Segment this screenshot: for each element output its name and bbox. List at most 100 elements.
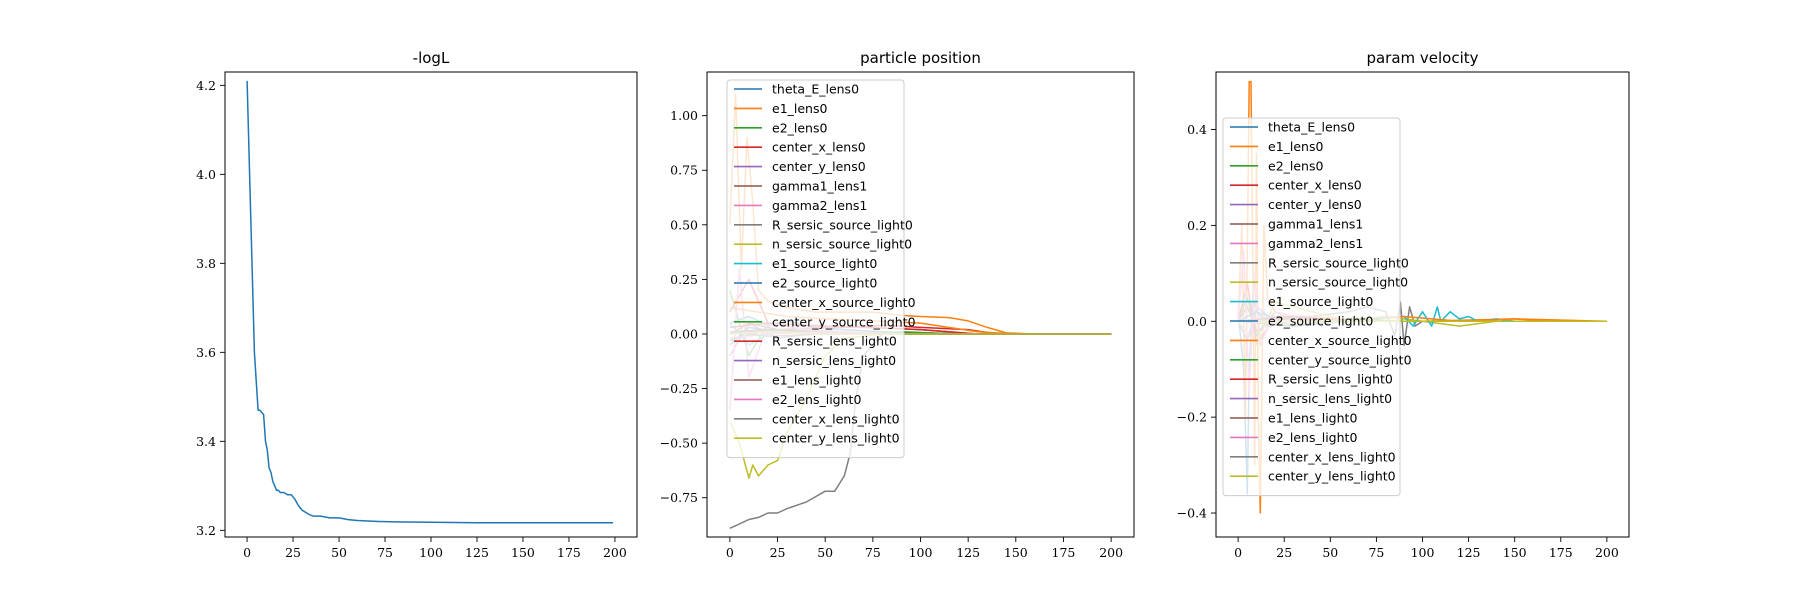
legend-box — [726, 79, 905, 459]
legend-label: center_x_lens0 — [1268, 178, 1362, 193]
x-tick-label: 75 — [865, 545, 881, 560]
legend-label: e2_lens_light0 — [772, 392, 861, 407]
x-tick-label: 150 — [511, 545, 535, 560]
y-tick-label: 0.00 — [670, 326, 698, 341]
legend-label: center_y_source_light0 — [772, 314, 916, 329]
y-tick-label: 0.0 — [1187, 314, 1207, 329]
series-group — [246, 80, 614, 524]
legend-label: gamma1_lens1 — [772, 179, 867, 194]
legend-label: center_x_source_light0 — [1268, 333, 1412, 348]
legend-label: n_sersic_lens_light0 — [772, 353, 896, 368]
chart-title: particle position — [860, 49, 981, 67]
legend-label: gamma2_lens1 — [772, 198, 867, 213]
legend-box — [1222, 117, 1401, 497]
legend-label: R_sersic_lens_light0 — [1268, 372, 1393, 387]
legend-label: center_x_lens_light0 — [1268, 449, 1396, 464]
x-tick-label: 50 — [817, 545, 833, 560]
x-tick-label: 125 — [465, 545, 489, 560]
legend: theta_E_lens0 e1_lens0 e2_lens0 center_x_le… — [726, 79, 916, 459]
x-tick-label: 150 — [1004, 545, 1028, 560]
legend-label: e1_lens0 — [772, 101, 827, 116]
y-tick-label: 0.75 — [670, 163, 698, 178]
legend-label: n_sersic_lens_light0 — [1268, 391, 1392, 406]
x-tick-label: 75 — [1368, 545, 1384, 560]
y-tick-label: 0.50 — [670, 217, 698, 232]
legend-label: n_sersic_source_light0 — [1268, 275, 1408, 290]
legend-label: center_x_source_light0 — [772, 295, 916, 310]
legend-label: center_y_lens0 — [1268, 197, 1362, 212]
legend-label: gamma1_lens1 — [1268, 217, 1363, 232]
x-tick-label: 125 — [956, 545, 980, 560]
legend-label: e2_lens0 — [772, 120, 827, 135]
legend-label: n_sersic_source_light0 — [772, 237, 912, 252]
plot-frame — [224, 71, 638, 538]
legend-label: e1_source_light0 — [772, 256, 877, 271]
y-tick-label: 3.8 — [196, 256, 216, 271]
legend-label: center_y_lens_light0 — [1268, 469, 1396, 484]
legend-label: e2_lens0 — [1268, 158, 1323, 173]
plot-frame — [1215, 71, 1630, 538]
particle-position-panel: particle position 0 25 50 75 100 125 150 175 200 −… — [660, 49, 1135, 560]
legend-label: center_y_lens_light0 — [772, 431, 900, 446]
legend-label: theta_E_lens0 — [1268, 120, 1355, 135]
x-tick-label: 150 — [1503, 545, 1527, 560]
legend-label: e1_lens_light0 — [1268, 411, 1357, 426]
x-tick-label: 100 — [419, 545, 443, 560]
x-tick-label: 0 — [243, 545, 251, 560]
chart-title: -logL — [413, 49, 450, 67]
x-tick-label: 100 — [1411, 545, 1435, 560]
legend-label: center_x_lens_light0 — [772, 411, 900, 426]
x-tick-label: 175 — [1549, 545, 1573, 560]
y-tick-label: 1.00 — [670, 108, 698, 123]
legend: theta_E_lens0 e1_lens0 e2_lens0 center_x_le… — [1222, 117, 1412, 497]
legend-label: R_sersic_source_light0 — [1268, 255, 1409, 270]
y-tick-label: 4.2 — [196, 78, 216, 93]
legend-label: e2_source_light0 — [1268, 314, 1373, 329]
legend-label: R_sersic_source_light0 — [772, 217, 913, 232]
legend-label: e1_lens0 — [1268, 139, 1323, 154]
legend-label: R_sersic_lens_light0 — [772, 334, 897, 349]
x-tick-label: 75 — [377, 545, 393, 560]
x-tick-label: 50 — [1322, 545, 1338, 560]
y-tick-label: −0.25 — [660, 381, 698, 396]
x-tick-label: 25 — [285, 545, 301, 560]
legend-label: center_y_lens0 — [772, 159, 866, 174]
x-tick-label: 175 — [1052, 545, 1076, 560]
x-tick-label: 125 — [1457, 545, 1481, 560]
param-velocity-panel: param velocity 0 25 50 75 100 125 150 175 200 −0.4… — [1177, 49, 1630, 560]
y-tick-label: 3.2 — [196, 523, 216, 538]
y-tick-label: −0.75 — [660, 490, 698, 505]
x-tick-label: 25 — [770, 545, 786, 560]
x-tick-label: 0 — [726, 545, 734, 560]
legend-label: center_y_source_light0 — [1268, 352, 1412, 367]
logl-panel: -logL 0 25 50 75 100 125 150 175 200 3.2 3.4 3.6 3.8 4… — [196, 49, 638, 560]
legend-label: gamma2_lens1 — [1268, 236, 1363, 251]
y-tick-label: 0.2 — [1187, 218, 1207, 233]
legend-label: e2_lens_light0 — [1268, 430, 1357, 445]
x-tick-label: 50 — [331, 545, 347, 560]
x-tick-label: 200 — [603, 545, 627, 560]
legend-label: theta_E_lens0 — [772, 82, 859, 97]
y-tick-label: −0.2 — [1177, 410, 1207, 425]
plot-frame — [706, 71, 1135, 538]
legend-label: e2_source_light0 — [772, 276, 877, 291]
x-tick-label: 100 — [909, 545, 933, 560]
x-tick-label: 175 — [557, 545, 581, 560]
y-tick-label: 3.6 — [196, 345, 216, 360]
x-tick-label: 25 — [1276, 545, 1292, 560]
x-tick-label: 200 — [1595, 545, 1619, 560]
legend-label: center_x_lens0 — [772, 140, 866, 155]
chart-title: param velocity — [1366, 49, 1478, 67]
y-tick-label: −0.4 — [1177, 506, 1207, 521]
series-line-0 — [246, 80, 614, 524]
legend-label: e1_source_light0 — [1268, 294, 1373, 309]
y-tick-label: 3.4 — [196, 434, 216, 449]
y-tick-label: 0.4 — [1187, 122, 1207, 137]
x-tick-label: 200 — [1099, 545, 1123, 560]
y-tick-label: 4.0 — [196, 167, 216, 182]
y-tick-label: 0.25 — [670, 272, 698, 287]
y-tick-label: −0.50 — [660, 436, 698, 451]
x-tick-label: 0 — [1234, 545, 1242, 560]
legend-label: e1_lens_light0 — [772, 373, 861, 388]
